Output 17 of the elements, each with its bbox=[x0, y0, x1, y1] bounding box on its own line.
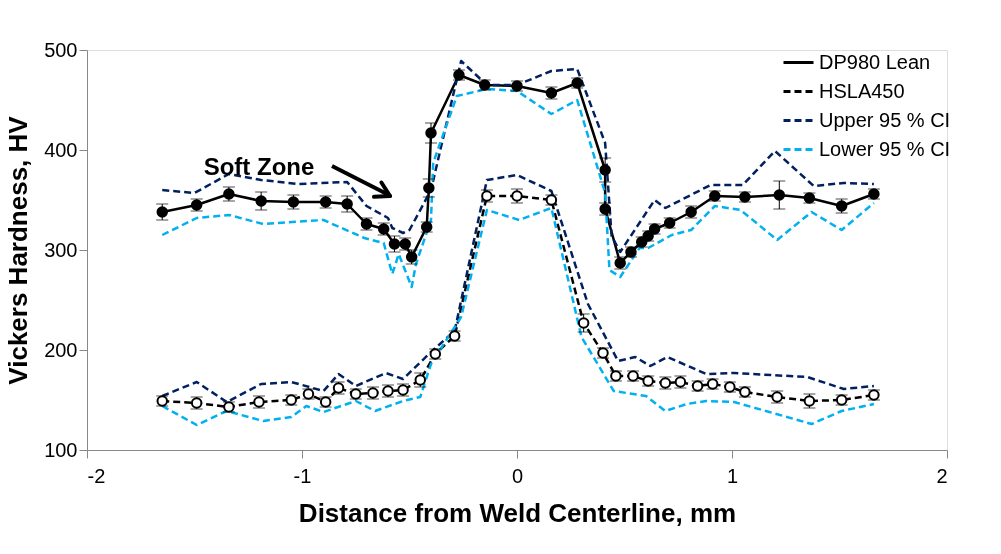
annotation: Soft Zone bbox=[203, 153, 315, 180]
x-tick-label: 0 bbox=[511, 464, 524, 487]
x-tick-label: 2 bbox=[936, 464, 948, 487]
legend-label: HSLA450 bbox=[819, 79, 905, 102]
legend-label: DP980 Lean bbox=[819, 50, 931, 73]
y-tick-label: 200 bbox=[44, 338, 78, 361]
y-tick-label: 100 bbox=[44, 438, 78, 461]
x-tick-label: -2 bbox=[87, 464, 106, 487]
y-tick-label: 300 bbox=[44, 238, 78, 261]
x-axis-title: Distance from Weld Centerline, mm bbox=[298, 497, 737, 528]
y-axis-title: Vickers Hardness, HV bbox=[3, 115, 34, 385]
x-tick-label: -1 bbox=[293, 464, 312, 487]
x-tick-label: 1 bbox=[726, 464, 739, 487]
y-tick-label: 400 bbox=[44, 138, 78, 161]
legend-label: Upper 95 % CI bbox=[819, 108, 951, 131]
y-tick-label: 500 bbox=[44, 38, 78, 61]
legend-label: Lower 95 % CI bbox=[819, 137, 951, 160]
